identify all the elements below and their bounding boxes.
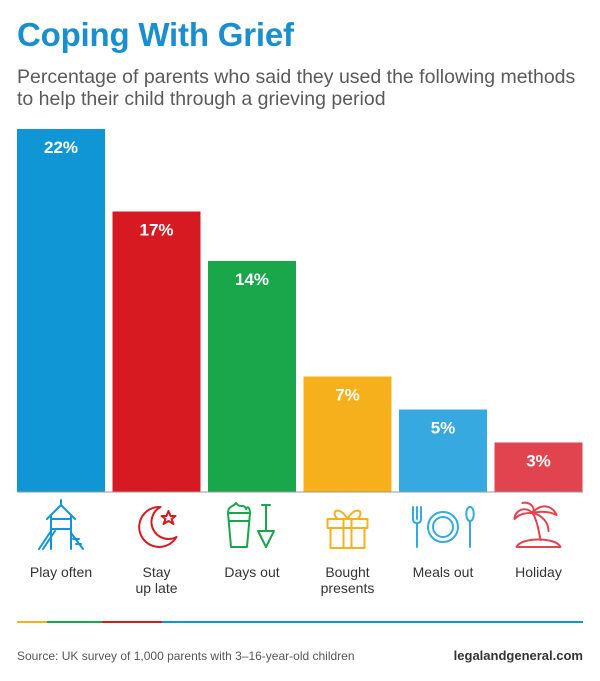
bar — [208, 261, 296, 492]
bar — [399, 409, 487, 492]
playground-slide-icon — [38, 499, 84, 550]
site-link[interactable]: legalandgeneral.com — [453, 648, 583, 663]
footer-stripe-yellow — [17, 621, 47, 623]
plate-cutlery-icon — [412, 506, 475, 548]
bar-chart: 22% 17% 14% 7% 5% 3% Play often Stay up late Day… — [17, 129, 583, 596]
bar — [303, 376, 392, 492]
bar — [494, 442, 583, 492]
palm-island-icon — [513, 501, 562, 548]
page-subtitle: Percentage of parents who said they used… — [17, 66, 576, 110]
page-title: Coping With Grief — [17, 16, 294, 53]
bar — [17, 129, 105, 492]
bar-value-label: 7% — [335, 386, 360, 405]
category-label: Holiday — [515, 564, 562, 580]
bar-value-label: 17% — [139, 221, 173, 240]
source-note: Source: UK survey of 1,000 parents with … — [17, 649, 355, 663]
category-label: Stay up late — [135, 564, 177, 596]
category-label: Meals out — [413, 564, 474, 580]
bar-value-label: 22% — [44, 138, 78, 157]
category-label: Bought presents — [321, 564, 375, 596]
bar — [112, 211, 201, 492]
moon-star-icon — [138, 505, 178, 548]
category-label: Days out — [224, 564, 279, 580]
sandcastle-bucket-icon — [227, 502, 275, 548]
footer-stripe-blue — [162, 621, 583, 623]
footer-stripe-green — [47, 621, 102, 623]
footer-stripe-red — [102, 621, 162, 623]
bar-value-label: 14% — [235, 270, 269, 289]
category-label: Play often — [30, 564, 92, 580]
bar-value-label: 5% — [431, 419, 456, 438]
footer-stripe — [17, 621, 583, 623]
bar-value-label: 3% — [526, 452, 551, 471]
gift-box-icon — [326, 509, 369, 549]
